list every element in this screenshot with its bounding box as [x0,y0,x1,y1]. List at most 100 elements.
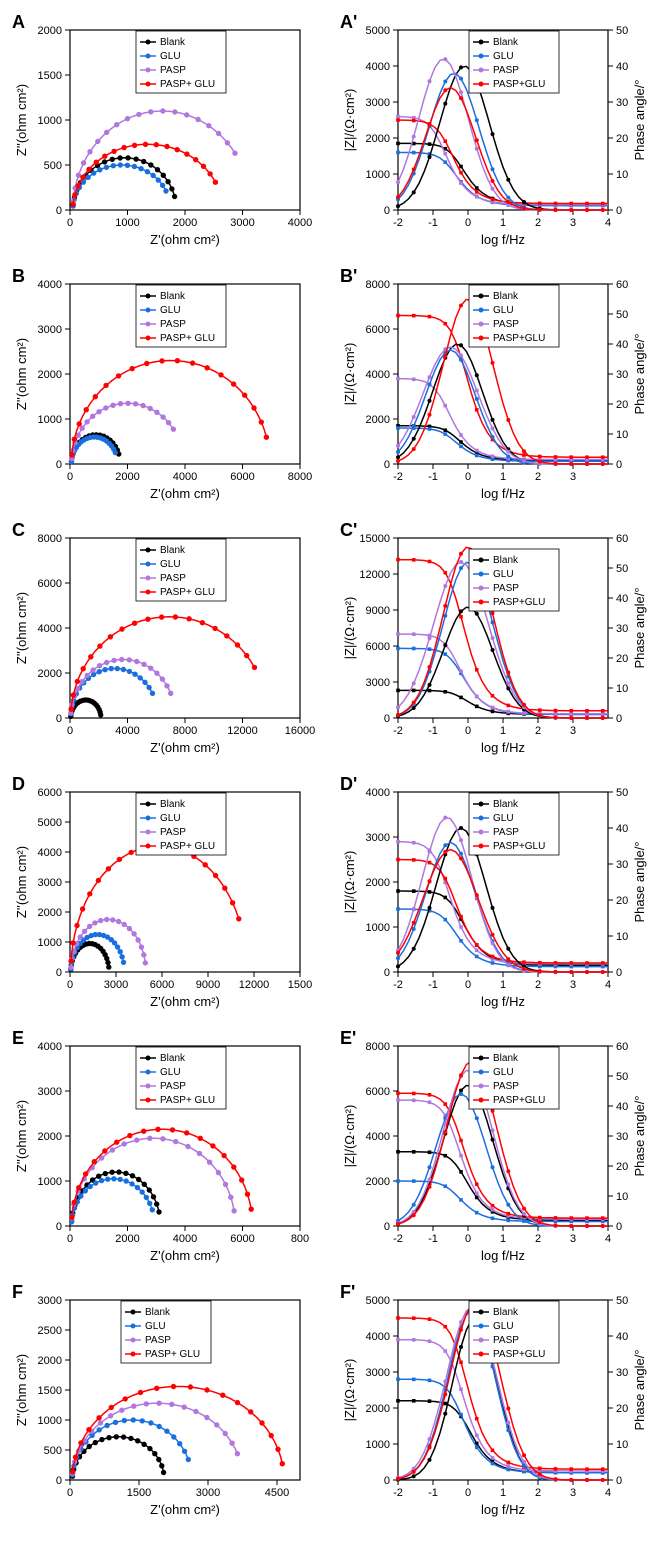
phase-marker-PASP_GLU [585,970,589,974]
series-marker-PASP_GLU [69,959,73,963]
phase-marker-PASP_GLU [522,207,526,211]
svg-text:PASP: PASP [145,1335,171,1346]
z-marker-PASP_GLU [506,1212,510,1216]
svg-text:0: 0 [56,1475,62,1487]
series-marker-PASP [166,421,170,425]
panel-F-prime: F'-2-10123401000200030004000500001020304… [338,1280,658,1530]
svg-text:2000: 2000 [366,414,390,426]
series-marker-PASP [143,961,147,965]
series-marker-GLU [131,1418,135,1422]
z-marker-Blank [475,186,479,190]
series-marker-Blank [134,157,138,161]
phase-marker-PASP [459,353,463,357]
phase-marker-PASP [506,963,510,967]
svg-text:50: 50 [616,25,628,37]
series-marker-Blank [87,1444,91,1448]
z-marker-PASP_GLU [569,202,573,206]
series-marker-PASP_GLU [225,634,229,638]
phase-marker-PASP_GLU [396,713,400,717]
svg-text:2: 2 [535,725,541,737]
series-marker-PASP_GLU [165,144,169,148]
series-marker-Blank [97,1174,101,1178]
series-marker-Blank [136,1439,140,1443]
z-marker-PASP [459,1154,463,1158]
phase-marker-GLU [459,1092,463,1096]
series-marker-PASP_GLU [75,679,79,683]
svg-text:PASP: PASP [493,827,519,838]
z-marker-GLU [459,1413,463,1417]
svg-text:0: 0 [616,1475,622,1487]
series-marker-PASP [85,420,89,424]
phase-marker-Blank [475,612,479,616]
phase-marker-PASP_GLU [491,1109,495,1113]
z-marker-PASP_GLU [585,1216,589,1220]
series-marker-PASP [148,1136,152,1140]
series-marker-PASP_GLU [128,1133,132,1137]
svg-text:Blank: Blank [493,291,519,302]
svg-text:4000: 4000 [115,725,139,737]
svg-text:9000: 9000 [196,979,220,991]
svg-text:20: 20 [616,1403,628,1415]
svg-text:GLU: GLU [160,1067,181,1078]
panel-label: A [12,12,25,33]
svg-text:Phase angle/°: Phase angle/° [632,587,647,668]
svg-text:20: 20 [616,399,628,411]
z-marker-PASP_GLU [601,1216,605,1220]
z-marker-PASP_GLU [412,1316,416,1320]
series-marker-PASP_GLU [160,359,164,363]
phase-marker-PASP [443,57,447,61]
nyquist-chart: 0200040006000800001000200030004000Z'(ohm… [10,264,330,514]
phase-marker-PASP_GLU [459,856,463,860]
phase-marker-PASP [396,705,400,709]
series-line-PASP [71,660,171,713]
svg-text:log f/Hz: log f/Hz [481,740,525,755]
z-marker-GLU [506,1468,510,1472]
series-marker-PASP [122,922,126,926]
series-marker-GLU [186,1457,190,1461]
series-marker-PASP_GLU [190,361,194,365]
series-marker-Blank [124,1171,128,1175]
series-marker-PASP [144,1402,148,1406]
svg-text:50: 50 [616,1295,628,1307]
series-marker-GLU [109,666,113,670]
series-marker-Blank [114,1435,118,1439]
z-marker-PASP_GLU [522,960,526,964]
series-marker-PASP_GLU [71,1470,75,1474]
series-marker-PASP_GLU [89,655,93,659]
svg-text:50: 50 [616,787,628,799]
svg-text:50: 50 [616,563,628,575]
svg-text:2: 2 [535,1487,541,1499]
series-marker-Blank [118,156,122,160]
svg-text:-2: -2 [393,725,403,737]
svg-text:1500: 1500 [38,1385,62,1397]
series-marker-GLU [98,168,102,172]
phase-marker-PASP [491,941,495,945]
z-marker-PASP_GLU [491,1449,495,1453]
svg-text:800: 800 [291,1233,309,1245]
svg-text:log f/Hz: log f/Hz [481,1248,525,1263]
svg-text:0: 0 [465,217,471,229]
z-line-PASP_GLU [398,1093,608,1218]
z-marker-PASP_GLU [554,1216,558,1220]
panel-C-prime: C'-2-10123030006000900012000150000102030… [338,518,658,768]
series-marker-Blank [121,1435,125,1439]
series-marker-PASP_GLU [205,366,209,370]
series-marker-PASP [133,402,137,406]
svg-text:6000: 6000 [38,787,62,799]
svg-text:Z''(ohm cm²): Z''(ohm cm²) [14,84,29,156]
series-marker-PASP_GLU [117,857,121,861]
svg-text:500: 500 [44,160,62,172]
phase-marker-PASP [428,375,432,379]
phase-marker-PASP_GLU [601,716,605,720]
phase-marker-PASP [459,560,463,564]
series-marker-PASP [216,1170,220,1174]
phase-marker-GLU [459,77,463,81]
svg-text:0: 0 [465,471,471,483]
z-marker-PASP [491,1456,495,1460]
z-marker-PASP [443,404,447,408]
phase-marker-PASP [443,584,447,588]
svg-text:PASP+GLU: PASP+GLU [493,1349,545,1360]
z-marker-Blank [459,1170,463,1174]
series-marker-PASP [136,938,140,942]
z-marker-PASP_GLU [475,190,479,194]
